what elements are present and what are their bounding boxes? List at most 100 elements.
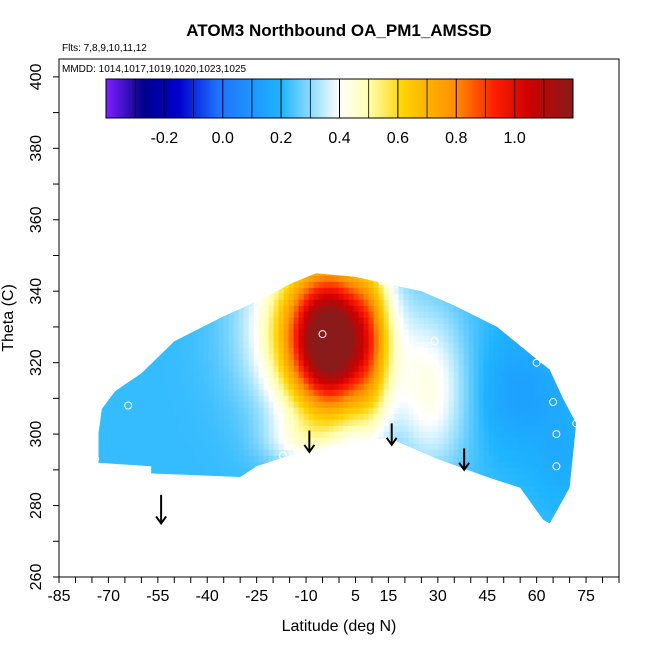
heatmap-cell <box>538 425 545 433</box>
heatmap-cell <box>493 353 500 361</box>
heatmap-cell <box>218 353 225 361</box>
heatmap-cell <box>313 419 320 427</box>
heatmap-cell <box>558 401 565 409</box>
heatmap-cell <box>443 335 450 343</box>
heatmap-cell <box>338 329 345 337</box>
heatmap-cell <box>183 371 190 379</box>
heatmap-cell <box>553 461 560 469</box>
heatmap-cell <box>473 317 480 325</box>
heatmap-cell <box>413 359 420 367</box>
heatmap-cell <box>148 425 155 433</box>
heatmap-cell <box>293 317 300 325</box>
heatmap-cell <box>503 371 510 379</box>
heatmap-cell <box>418 425 425 433</box>
heatmap-cell <box>168 383 175 391</box>
heatmap-cell <box>238 413 245 421</box>
heatmap-cell <box>423 407 430 415</box>
heatmap-cell <box>443 455 450 463</box>
heatmap-cell <box>323 371 330 379</box>
heatmap-cell <box>343 437 350 445</box>
heatmap-cell <box>448 407 455 415</box>
heatmap-cell <box>218 425 225 433</box>
heatmap-cell <box>493 359 500 367</box>
heatmap-cell <box>203 341 210 349</box>
heatmap-cell <box>393 401 400 409</box>
colorbar-tick-label: 0.2 <box>270 130 292 147</box>
heatmap-cell <box>323 323 330 331</box>
heatmap-cell <box>388 311 395 319</box>
heatmap-cell <box>133 461 140 469</box>
sample-point <box>552 462 561 471</box>
heatmap-cell <box>498 431 505 439</box>
heatmap-cell <box>388 359 395 367</box>
heatmap-cell <box>183 377 190 385</box>
heatmap-cell <box>228 353 235 361</box>
heatmap-cell <box>253 371 260 379</box>
heatmap-cell <box>313 389 320 397</box>
sample-point <box>124 401 133 410</box>
heatmap-cell <box>418 377 425 385</box>
heatmap-cell <box>558 407 565 415</box>
heatmap-cell <box>298 371 305 379</box>
heatmap-cell <box>388 407 395 415</box>
heatmap-cell <box>248 359 255 367</box>
heatmap-cell <box>213 419 220 427</box>
heatmap-cell <box>198 407 205 415</box>
heatmap-cell <box>563 443 570 451</box>
heatmap-cell <box>308 407 315 415</box>
heatmap-cell <box>513 407 520 415</box>
heatmap-cell <box>218 437 225 445</box>
heatmap-cell <box>403 371 410 379</box>
heatmap-cell <box>248 461 255 469</box>
heatmap-cell <box>483 341 490 349</box>
heatmap-cell <box>308 431 315 439</box>
heatmap-cell <box>348 359 355 367</box>
arrow-head <box>385 437 398 447</box>
heatmap-cell <box>298 365 305 373</box>
heatmap-cell <box>493 437 500 445</box>
heatmap-cell <box>323 293 330 301</box>
heatmap-cell <box>438 377 445 385</box>
heatmap-cell <box>128 413 135 421</box>
heatmap-cell <box>223 401 230 409</box>
heatmap-cell <box>293 329 300 337</box>
heatmap-cell <box>238 347 245 355</box>
heatmap-cell <box>503 419 510 427</box>
heatmap-cell <box>338 365 345 373</box>
heatmap-cell <box>393 287 400 295</box>
heatmap-cell <box>418 305 425 313</box>
heatmap-cell <box>168 401 175 409</box>
heatmap-cell <box>233 443 240 451</box>
heatmap-cell <box>168 413 175 421</box>
heatmap-cell <box>278 389 285 397</box>
heatmap-cell <box>543 365 550 373</box>
heatmap-cell <box>248 437 255 445</box>
heatmap-cell <box>443 329 450 337</box>
heatmap-cell <box>128 407 135 415</box>
heatmap-cell <box>488 473 495 481</box>
heatmap-cell <box>118 455 125 463</box>
heatmap-cell <box>373 305 380 313</box>
heatmap-cell <box>493 377 500 385</box>
heatmap-cell <box>298 299 305 307</box>
heatmap-cell <box>333 371 340 379</box>
heatmap-cell <box>288 341 295 349</box>
heatmap-cell <box>323 365 330 373</box>
heatmap-cell <box>253 419 260 427</box>
heatmap-cell <box>518 449 525 457</box>
heatmap-cell <box>368 293 375 301</box>
heatmap-cell <box>493 389 500 397</box>
heatmap-cell <box>133 389 140 397</box>
heatmap-cell <box>233 341 240 349</box>
heatmap-cell <box>323 443 330 451</box>
heatmap-cell <box>108 443 115 451</box>
heatmap-cell <box>268 431 275 439</box>
heatmap-cell <box>208 341 215 349</box>
heatmap-cell <box>473 425 480 433</box>
heatmap-cell <box>398 425 405 433</box>
heatmap-cell <box>368 335 375 343</box>
heatmap-cell <box>348 287 355 295</box>
heatmap-cell <box>258 335 265 343</box>
heatmap-cell <box>373 311 380 319</box>
heatmap-cell <box>203 431 210 439</box>
